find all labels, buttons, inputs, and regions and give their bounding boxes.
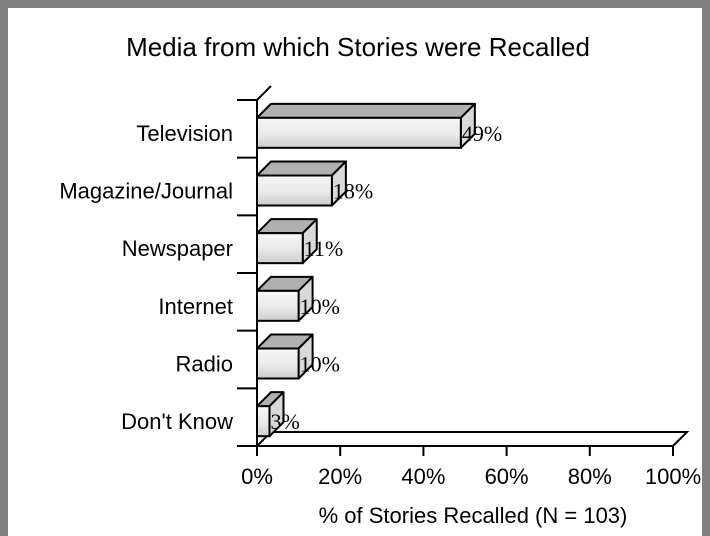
bar-front-face [256, 174, 333, 207]
bar-magazine-journal [256, 160, 347, 207]
data-label: 49% [462, 121, 502, 146]
x-tick-label: 20% [318, 464, 362, 489]
bar-internet [256, 275, 314, 322]
x-axis-label: % of Stories Recalled (N = 103) [319, 503, 628, 528]
category-labels: Television Magazine/Journal Newspaper Inter… [59, 121, 233, 434]
data-label: 11% [304, 236, 344, 261]
bar-radio [256, 333, 314, 380]
bar-top-face [256, 160, 347, 177]
data-label: 18% [333, 179, 373, 204]
bar-don-t-know [256, 391, 285, 438]
x-tick-label: 100% [645, 464, 701, 489]
category-label: Newspaper [122, 236, 233, 261]
x-tick-label: 40% [401, 464, 445, 489]
bars [256, 102, 476, 438]
data-label: 10% [300, 294, 340, 319]
bar-front-face [256, 289, 300, 322]
x-tick-labels: 0% 20% 40% 60% 80% 100% [241, 464, 701, 489]
axes [237, 85, 690, 456]
category-label: Magazine/Journal [59, 179, 233, 204]
category-label: Don't Know [121, 409, 233, 434]
bar-front-face [256, 405, 271, 438]
x-axis-floor [254, 431, 690, 447]
bar-top-face [256, 102, 476, 119]
data-labels: 49% 18% 11% 10% 10% 3% [270, 121, 502, 434]
bar-newspaper [256, 218, 318, 265]
x-tick-label: 0% [241, 464, 273, 489]
x-tick-label: 60% [485, 464, 529, 489]
bar-front-face [256, 347, 300, 380]
category-label: Internet [158, 294, 233, 319]
bar-television [256, 102, 476, 149]
data-label: 3% [270, 409, 299, 434]
data-label: 10% [300, 352, 340, 377]
category-label: Television [136, 121, 233, 146]
x-tick-label: 80% [568, 464, 612, 489]
bar-front-face [256, 116, 462, 149]
chart-title: Media from which Stories were Recalled [126, 32, 590, 62]
bar-front-face [256, 232, 304, 265]
category-label: Radio [176, 352, 233, 377]
